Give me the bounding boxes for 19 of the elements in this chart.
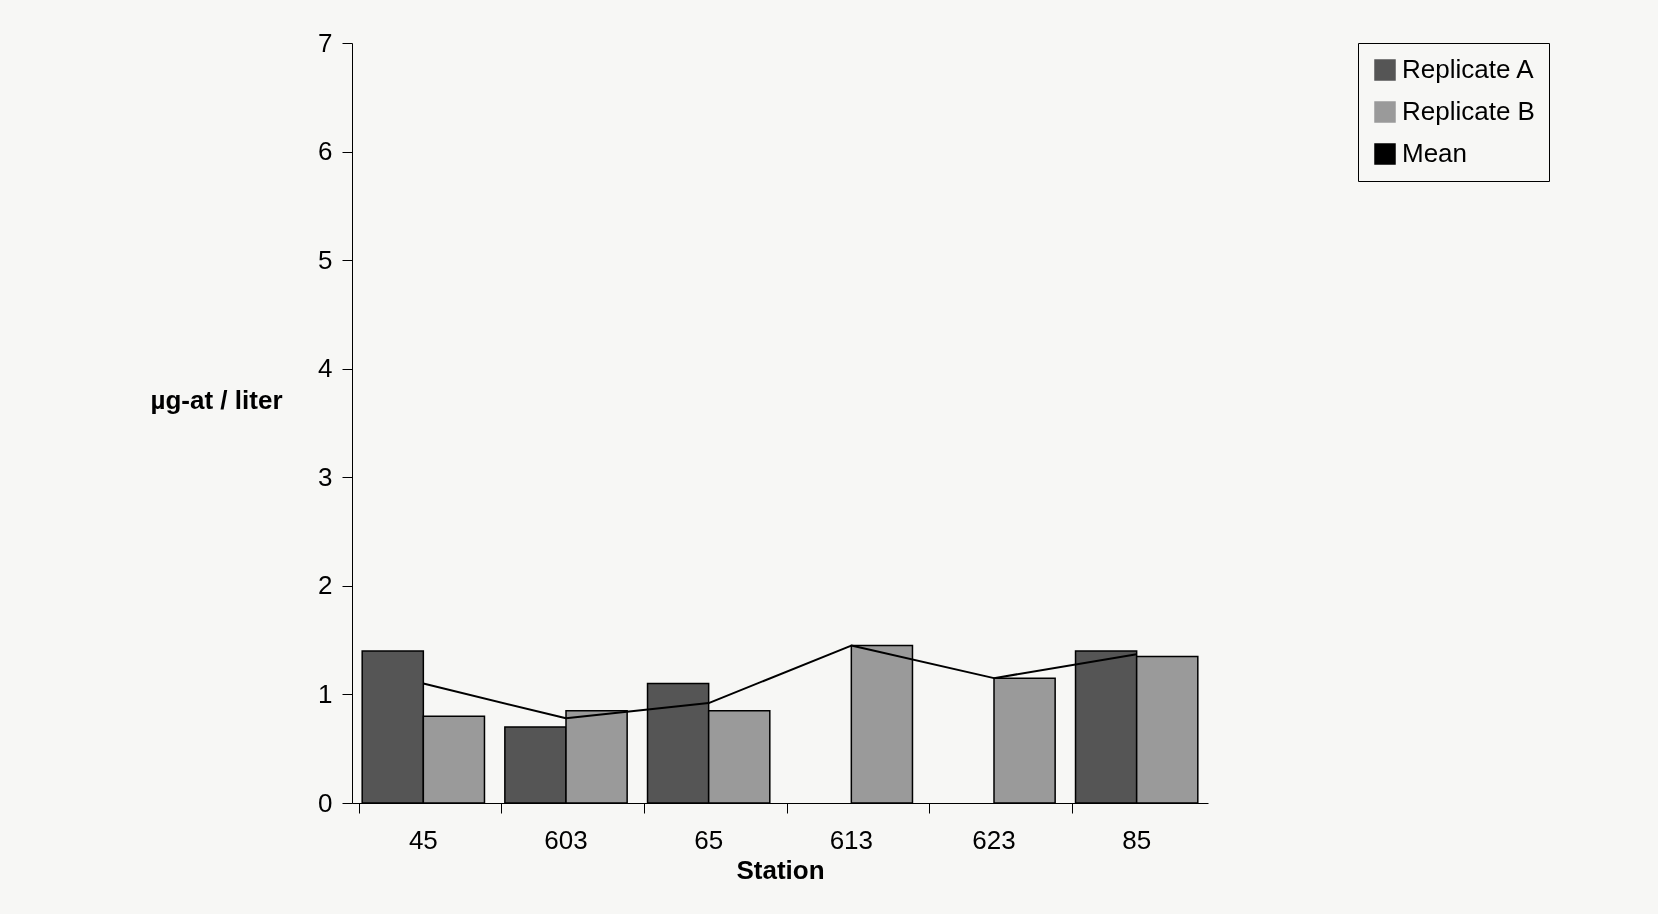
x-tick-label: 65 <box>694 824 724 855</box>
y-tick-label: 3 <box>318 461 333 492</box>
y-tick-label: 0 <box>318 787 333 818</box>
legend-label: Replicate A <box>1402 54 1535 84</box>
y-axis-title: µg-at / liter <box>150 384 283 415</box>
x-tick-label: 45 <box>408 824 438 855</box>
x-tick-label: 85 <box>1122 824 1152 855</box>
x-axis-title: Station <box>736 854 825 885</box>
y-tick-label: 5 <box>318 244 333 275</box>
y-tick-label: 2 <box>318 570 333 601</box>
x-tick-label: 603 <box>544 824 588 855</box>
x-tick-label: 623 <box>972 824 1016 855</box>
y-tick-label: 4 <box>318 353 333 384</box>
x-tick-label: 613 <box>829 824 874 855</box>
y-tick-label: 7 <box>318 27 333 58</box>
y-tick-label: 6 <box>318 136 333 167</box>
legend-label: Mean <box>1402 138 1468 168</box>
legend-label: Replicate B <box>1402 96 1535 126</box>
y-tick-label: 1 <box>318 678 333 709</box>
